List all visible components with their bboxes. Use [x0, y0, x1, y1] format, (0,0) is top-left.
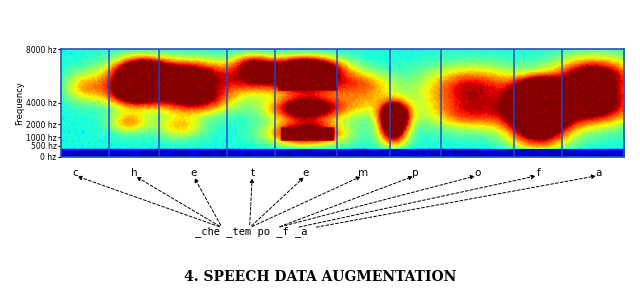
Text: h: h	[131, 168, 138, 178]
Text: _che _tem po _f _a: _che _tem po _f _a	[195, 226, 308, 237]
Text: o: o	[474, 168, 481, 178]
Text: m: m	[358, 168, 368, 178]
Text: e: e	[190, 168, 196, 178]
Y-axis label: Frequency: Frequency	[15, 81, 24, 125]
Text: 4. SPEECH DATA AUGMENTATION: 4. SPEECH DATA AUGMENTATION	[184, 270, 456, 284]
Text: c: c	[72, 168, 77, 178]
Text: a: a	[595, 168, 602, 178]
Text: t: t	[250, 168, 254, 178]
Text: e: e	[303, 168, 309, 178]
Text: p: p	[412, 168, 419, 178]
Text: f: f	[536, 168, 540, 178]
